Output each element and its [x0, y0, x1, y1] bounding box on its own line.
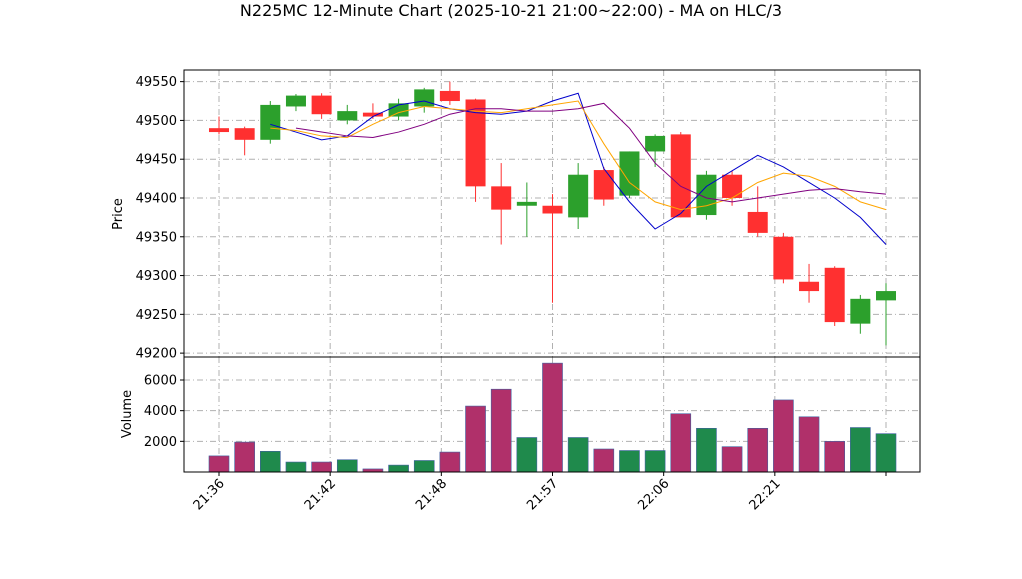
- moving-average-line: [270, 100, 887, 211]
- candle-body: [542, 205, 563, 214]
- volume-bar: [696, 427, 717, 473]
- candle-body: [747, 211, 768, 233]
- time-tick-label: 21:57: [524, 476, 561, 513]
- price-tick-label: 49250: [136, 308, 177, 323]
- volume-bar: [593, 448, 615, 473]
- candle-body: [414, 89, 435, 107]
- candle-body: [619, 151, 640, 196]
- volume-bar: [439, 451, 461, 473]
- volume-bar: [465, 405, 486, 473]
- volume-tick-labels: 2000 4000 6000: [144, 374, 184, 450]
- candle-body: [439, 90, 460, 102]
- time-tick-labels: 21:36 21:42 21:48 21:57 22:06 22:21: [191, 472, 887, 513]
- volume-bar: [721, 446, 743, 473]
- candle-body: [645, 135, 666, 152]
- volume-bar: [336, 459, 358, 473]
- price-tick-label: 49300: [136, 269, 177, 284]
- price-tick-label: 49500: [136, 114, 177, 129]
- candle-body: [850, 298, 871, 324]
- candle-body: [465, 99, 486, 187]
- volume-tick-label: 4000: [144, 404, 177, 419]
- volume-bar: [567, 437, 589, 473]
- volume-bar: [875, 433, 897, 473]
- candle-body: [722, 174, 743, 198]
- volume-bar: [824, 441, 845, 473]
- moving-average-line: [270, 92, 887, 245]
- price-tick-label: 49550: [136, 75, 177, 90]
- volume-bar: [747, 427, 769, 473]
- volume-bar: [619, 450, 640, 473]
- volume-bar: [260, 450, 281, 473]
- moving-average-line: [295, 102, 887, 203]
- candle-body: [208, 128, 230, 133]
- volume-bar: [311, 461, 332, 473]
- candle-body: [285, 95, 306, 107]
- price-tick-label: 49350: [136, 230, 177, 245]
- candle-body: [260, 104, 281, 140]
- candle-body: [362, 112, 383, 117]
- volume-bar: [413, 460, 435, 473]
- price-tick-label: 49200: [136, 347, 177, 362]
- volume-bar: [208, 455, 230, 473]
- volume-bar: [798, 416, 820, 473]
- candle-body: [875, 291, 897, 301]
- time-tick-label: 22:21: [747, 476, 784, 513]
- candle-body: [516, 201, 537, 206]
- volume-bar: [670, 413, 692, 473]
- price-axis-label: Price: [111, 198, 126, 230]
- volume-tick-label: 2000: [144, 435, 177, 450]
- chart-title: N225MC 12-Minute Chart (2025-10-21 21:00…: [240, 1, 782, 20]
- volume-bar: [773, 399, 794, 473]
- time-tick-label: 21:36: [191, 476, 228, 513]
- time-tick-label: 21:48: [413, 476, 450, 513]
- volume-bar: [234, 441, 255, 473]
- volume-bar: [542, 362, 563, 473]
- volume-bar: [516, 437, 538, 473]
- price-tick-label: 49450: [136, 153, 177, 168]
- candle-body: [824, 267, 845, 323]
- candle-body: [696, 174, 717, 216]
- candle-body: [593, 170, 614, 200]
- volume-bar: [285, 461, 307, 473]
- candle-body: [234, 128, 255, 140]
- volume-axis-label: Volume: [120, 390, 135, 438]
- volume-panel-frame: [183, 356, 921, 473]
- volume-bar: [850, 427, 871, 473]
- time-tick-label: 21:42: [302, 476, 339, 513]
- candle-body: [799, 281, 820, 292]
- volume-tick-label: 6000: [144, 374, 177, 389]
- volume-bars: [208, 362, 897, 473]
- candle-body: [311, 95, 332, 115]
- volume-bar: [388, 464, 409, 473]
- candle-body: [491, 186, 512, 210]
- candle-body: [670, 134, 691, 218]
- volume-bar: [644, 450, 666, 473]
- candle-body: [337, 111, 358, 121]
- candle-body: [773, 236, 794, 280]
- price-tick-labels: 49200 49250 49300 49350 49400 49450 49500 49550: [136, 75, 184, 362]
- candle-body: [568, 174, 589, 218]
- moving-average-lines: [270, 92, 887, 245]
- volume-bar: [490, 388, 512, 473]
- time-tick-label: 22:06: [635, 476, 672, 513]
- price-tick-label: 49400: [136, 191, 177, 206]
